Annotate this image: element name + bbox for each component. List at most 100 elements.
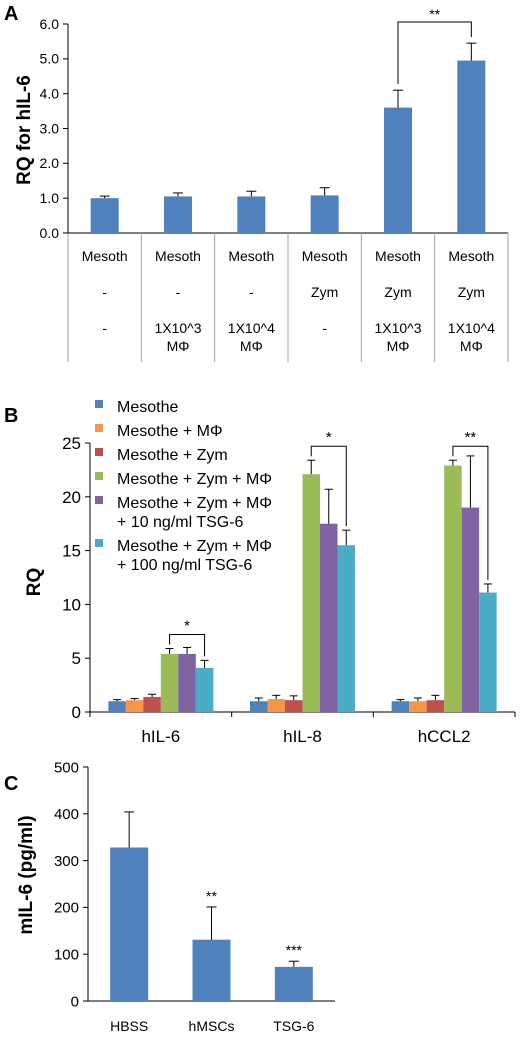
panel-a-category-cell-zym: - — [176, 284, 181, 300]
panel-b-category-label: hIL-6 — [141, 727, 180, 746]
panel-a-y-tick-label: 0.0 — [40, 225, 60, 241]
panel-c-significance-stars: *** — [286, 942, 303, 958]
panel-a-category-labels: Mesoth - - Mesoth - 1X10^3 MΦ Mesoth - 1X10^4 MΦ Me… — [82, 248, 495, 354]
panel-c-y-tick-label: 500 — [54, 759, 79, 776]
panel-a-y-tick-label: 1.0 — [40, 190, 60, 206]
panel-a-category-cell-macrophage-count: 1X10^4 — [448, 320, 495, 336]
panel-c-y-tick-label: 200 — [54, 900, 79, 917]
panel-b-significance-bracket — [169, 634, 206, 657]
panel-b-category-label: hIL-8 — [283, 727, 322, 746]
panel-a-category-cell-cells: Mesoth — [82, 248, 128, 264]
panel-a-bar — [237, 196, 266, 233]
panel-a-category-cell-zym: - — [102, 284, 107, 300]
panel-a-bar — [90, 198, 119, 233]
panel-a-y-tick-label: 6.0 — [40, 16, 60, 32]
panel-a-category-cell-macrophage-count: 1X10^3 — [154, 320, 201, 336]
panel-b-y-tick-label: 5 — [72, 649, 81, 668]
panel-b-legend-swatch — [95, 539, 103, 547]
panel-b-bar — [285, 700, 303, 712]
panel-b-legend-swatch — [95, 472, 103, 480]
panel-b-bar — [409, 701, 427, 712]
panel-a-bar — [310, 195, 339, 233]
panel-a-category-cell-macrophage-unit: MΦ — [240, 338, 263, 354]
panel-b-legend-label: Mesothe + Zym + MΦ — [117, 495, 272, 512]
panel-a-y-tick-label: 3.0 — [40, 120, 60, 136]
panel-c-significance-stars: ** — [206, 888, 217, 904]
panel-c-significance: ***** — [206, 888, 303, 958]
panel-a-category-cell-macrophage: - — [102, 320, 107, 336]
panel-b-significance-stars: ** — [465, 429, 477, 446]
panel-b-y-tick-label: 20 — [62, 488, 81, 507]
panel-a-category-table — [67, 232, 509, 362]
panel-b-legend-swatch — [95, 424, 103, 432]
panel-b-bar — [178, 653, 196, 712]
panel-b-bar — [250, 701, 268, 712]
panel-c-category-label: HBSS — [110, 1018, 148, 1034]
panel-b-category-label: hCCL2 — [418, 727, 471, 746]
panel-c-y-tick-label: 400 — [54, 806, 79, 823]
panel-c-category-labels: HBSS hMSCs TSG-6 — [110, 1018, 315, 1034]
panel-a-y-tick-label: 5.0 — [40, 51, 60, 67]
panel-b-significance-stars: * — [184, 618, 190, 635]
panel-b-legend: Mesothe Mesothe + MΦ Mesothe + Zym Mesothe … — [95, 399, 272, 574]
panel-b-legend-label: + 10 ng/ml TSG-6 — [117, 514, 244, 531]
panel-b-label: B — [4, 405, 18, 427]
panel-c-y-tick-label: 0 — [71, 993, 79, 1010]
panel-a-category-cell-zym: Zym — [458, 284, 485, 300]
panel-c-label: C — [4, 773, 18, 795]
panel-c-y-tick-label: 100 — [54, 946, 79, 963]
panel-a-category-cell-cells: Mesoth — [228, 248, 274, 264]
panel-a-category-cell-macrophage: - — [322, 320, 327, 336]
panel-a-bar — [384, 107, 412, 233]
panel-a-bar — [164, 196, 192, 233]
panel-b-legend-swatch — [95, 400, 103, 408]
panel-a-y-ticks: 0.0 1.0 2.0 3.0 4.0 5.0 6.0 — [40, 16, 69, 241]
panel-a-category-cell-zym: Zym — [311, 284, 338, 300]
panel-b-bar — [143, 696, 161, 712]
panel-a-y-tick-label: 2.0 — [40, 155, 60, 171]
panel-b-legend-swatch — [95, 448, 103, 456]
panel-b-legend-label: Mesothe + MΦ — [117, 423, 223, 440]
panel-b-y-ticks: 0 5 10 15 20 25 — [62, 434, 91, 722]
panel-c-bar — [274, 966, 313, 1001]
panel-a-chart: A RQ for hIL-6 0.01.02.03.04.05.06.0 ** … — [4, 3, 509, 362]
panel-a-category-cell-macrophage-count: 1X10^3 — [374, 320, 421, 336]
panel-b-significance-bracket — [310, 445, 347, 527]
panel-b-bar — [426, 700, 445, 712]
panel-c-bars — [88, 811, 335, 1002]
panel-a-bar — [457, 60, 486, 234]
panel-a-bars — [90, 42, 486, 234]
panel-a-y-axis-label: RQ for hIL-6 — [14, 75, 35, 185]
panel-a-category-cell-macrophage-unit: MΦ — [387, 338, 410, 354]
panel-a-category-cell-zym: - — [249, 284, 254, 300]
panel-b-y-axis-label: RQ — [24, 568, 45, 597]
panel-b-bar — [267, 699, 285, 712]
panel-a-category-cell-macrophage-count: 1X10^4 — [228, 320, 275, 336]
panel-b-bar — [160, 653, 179, 712]
panel-a-category-cell-cells: Mesoth — [302, 248, 348, 264]
panel-a-category-cell-macrophage-unit: MΦ — [167, 338, 190, 354]
panel-c-bar — [192, 939, 231, 1001]
panel-a-y-tick-label: 4.0 — [40, 86, 60, 102]
panel-b-bar — [337, 545, 355, 712]
panel-a-label: A — [4, 3, 18, 25]
panel-b-legend-label: + 100 ng/ml TSG-6 — [117, 557, 252, 574]
panel-c-y-tick-label: 300 — [54, 853, 79, 870]
panel-c-y-axis-label: mIL-6 (pg/ml) — [16, 815, 37, 934]
panel-c-category-label: hMSCs — [189, 1018, 235, 1034]
panel-b-y-tick-label: 0 — [72, 703, 81, 722]
panel-a-category-cell-macrophage-unit: MΦ — [460, 338, 483, 354]
panel-a-significance: ** — [397, 6, 472, 85]
panel-b-significance-bracket — [452, 445, 489, 580]
panel-b-bar — [195, 667, 214, 712]
panel-a-category-cell-cells: Mesoth — [448, 248, 494, 264]
panel-b-legend-label: Mesothe + Zym + MΦ — [117, 538, 272, 555]
panel-b-legend-label: Mesothe — [117, 399, 178, 416]
panel-b-bar — [391, 701, 410, 712]
panel-b-significance: ** ** — [169, 429, 489, 657]
panel-b-bar — [302, 474, 320, 712]
panel-b-bar — [479, 592, 497, 712]
